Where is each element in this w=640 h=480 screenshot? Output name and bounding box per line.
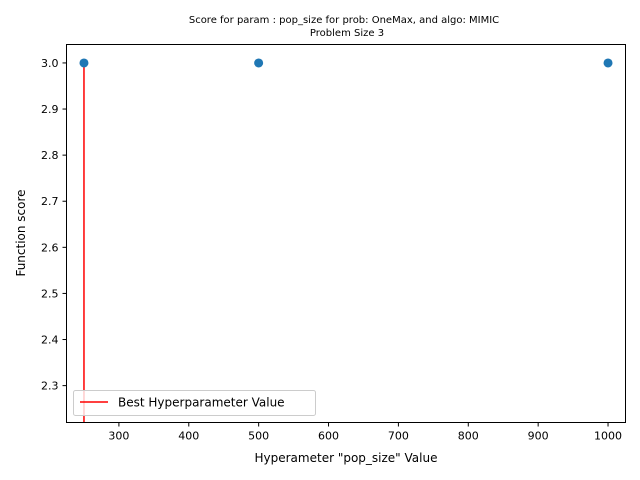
legend: Best Hyperparameter Value (73, 390, 316, 416)
data-point (79, 58, 89, 68)
x-tick-label: 900 (528, 430, 549, 443)
y-tick-label: 3.0 (41, 57, 59, 70)
data-point (254, 58, 264, 68)
x-tick-label: 800 (458, 430, 479, 443)
y-tick-label: 2.8 (41, 149, 59, 162)
x-tick-label: 500 (248, 430, 269, 443)
x-tick-label: 600 (318, 430, 339, 443)
legend-box (73, 390, 316, 416)
y-axis-label: Function score (14, 189, 28, 276)
x-tick-label: 400 (178, 430, 199, 443)
scatter-series (79, 58, 613, 423)
plot-frame (66, 44, 626, 423)
x-tick-label: 1000 (594, 430, 622, 443)
x-tick-label: 700 (388, 430, 409, 443)
data-point (603, 58, 613, 68)
x-axis-label: Hyperameter "pop_size" Value (255, 451, 438, 465)
x-tick-label: 300 (108, 430, 129, 443)
y-axis-ticks: 2.3 2.4 2.5 2.6 2.7 2.8 2.9 3.0 (41, 57, 67, 393)
x-axis-ticks: 300 400 500 600 700 800 900 1000 (108, 422, 622, 443)
legend-label: Best Hyperparameter Value (118, 396, 285, 410)
chart-subtitle: Problem Size 3 (310, 28, 384, 39)
chart-title: Score for param : pop_size for prob: One… (189, 15, 499, 26)
y-tick-label: 2.9 (41, 103, 59, 116)
y-tick-label: 2.5 (41, 287, 59, 300)
y-tick-label: 2.3 (41, 380, 59, 393)
y-tick-label: 2.4 (41, 334, 59, 347)
y-tick-label: 2.6 (41, 241, 59, 254)
y-tick-label: 2.7 (41, 195, 59, 208)
